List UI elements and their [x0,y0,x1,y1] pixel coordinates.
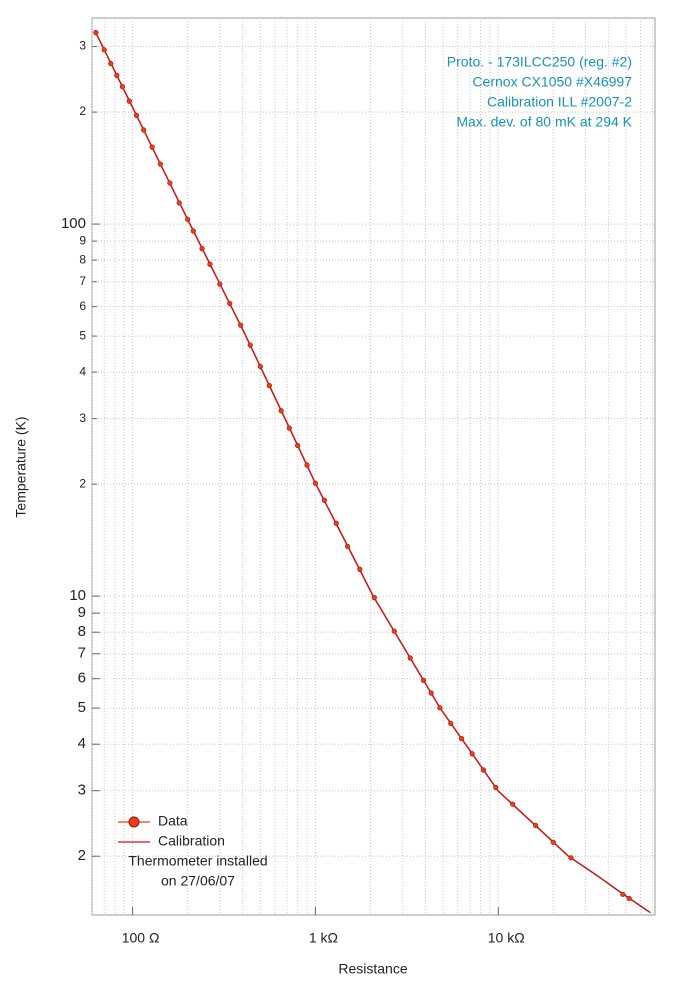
y-tick-label: 8 [79,252,86,266]
y-tick-label: 4 [79,364,86,378]
data-point [458,736,465,742]
y-tick-label: 7 [79,274,86,288]
y-tick-label: 10 [69,587,86,604]
data-point [126,98,132,104]
y-tick-label: 9 [78,604,86,621]
data-point [149,144,155,150]
y-tick-label: 9 [79,233,86,247]
y-tick-label: 4 [78,735,86,752]
y-tick-label: 3 [78,782,86,799]
y-tick-label: 6 [79,299,86,313]
data-point [217,281,223,287]
data-point [286,425,292,431]
y-tick-label: 2 [79,104,86,118]
data-point [141,127,147,133]
y-tick-label: 6 [78,670,86,687]
x-tick-label: 100 Ω [122,930,160,946]
y-tick-label: 7 [78,645,86,662]
plot-frame [91,17,656,916]
data-point [199,246,205,252]
data-point [407,655,413,661]
data-point [207,261,213,267]
data-point [437,705,443,711]
y-tick-label: 5 [78,699,86,716]
y-tick-label: 2 [78,847,86,864]
legend-marker [128,816,140,828]
y-tick-label: 100 [61,215,86,232]
legend-note: on 27/06/07 [161,873,235,889]
data-point [266,383,272,389]
y-tick-label: 8 [78,623,86,640]
data-point [247,342,253,348]
data-point [101,47,107,53]
data-point [133,112,140,118]
data-point [176,200,182,206]
data-point [420,677,427,683]
data-point [238,322,244,328]
data-point [480,767,487,773]
data-point [493,784,499,791]
data-point [391,628,397,634]
data-point [448,720,454,726]
x-tick-label: 1 kΩ [309,930,338,946]
data-point [278,408,284,414]
data-point [532,822,539,829]
data-point [190,228,196,234]
legend-label: Calibration [158,833,225,849]
data-point [227,300,233,307]
legend-note: Thermometer installed [128,853,267,869]
data-point [119,84,126,90]
x-axis-label: Resistance [338,961,407,977]
data-point [357,566,363,573]
data-point [185,216,191,222]
y-tick-label: 2 [79,476,86,490]
data-point [428,690,434,696]
data-point [510,801,516,807]
data-point [345,543,351,550]
y-tick-label: 3 [79,39,86,53]
data-point [295,442,301,449]
data-point [108,60,114,67]
data-point [321,497,328,503]
data-point [620,891,626,897]
data-point [333,520,339,526]
y-axis-label: Temperature (K) [13,416,29,517]
data-point [469,751,475,757]
calibration-line [93,29,651,914]
data-point [371,595,377,601]
data-point [626,895,632,902]
data-point [157,161,164,167]
y-tick-label: 5 [79,328,86,342]
data-point [257,363,263,370]
data-point [312,480,319,486]
x-tick-label: 10 kΩ [488,930,525,946]
annotation: Calibration ILL #2007-2 [487,94,632,110]
data-point [167,180,173,186]
data-point [550,839,556,845]
y-tick-label: 3 [79,411,86,425]
data-point [568,855,574,861]
annotation: Proto. - 173ILCC250 (reg. #2) [447,54,632,70]
legend-label: Data [158,813,188,829]
annotation: Max. dev. of 80 mK at 294 K [456,114,632,130]
data-point [304,462,310,468]
data-point [114,72,120,78]
annotation: Cernox CX1050 #X46997 [472,74,632,90]
data-point [93,30,99,36]
